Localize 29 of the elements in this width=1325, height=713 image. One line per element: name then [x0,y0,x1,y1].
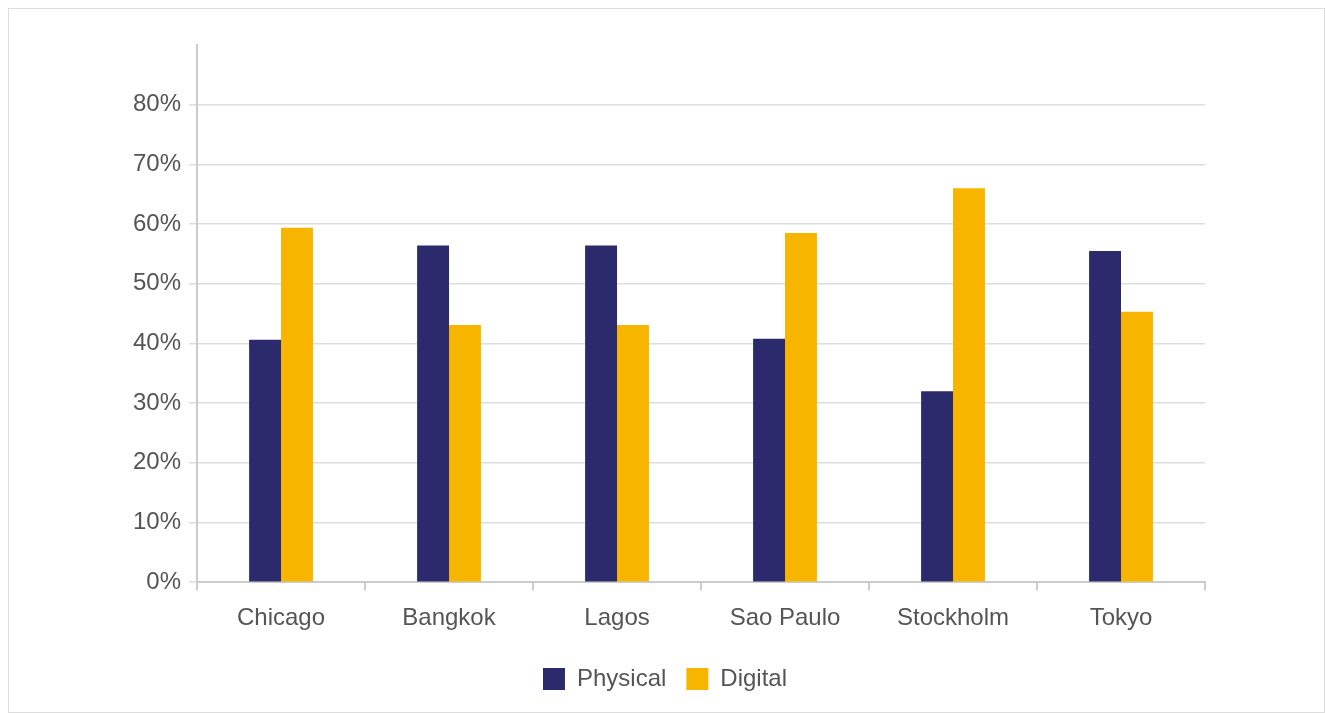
y-tick-label: 80% [132,89,182,117]
x-tick-label: Tokyo [1089,603,1153,631]
bar [785,233,817,582]
bar [617,324,649,582]
bar [1089,250,1121,582]
x-tick-label: Chicago [237,603,326,631]
y-tick-label: 0% [146,566,182,594]
x-tick-label: Sao Paulo [729,603,841,631]
bar [585,245,618,582]
y-tick-label: 10% [132,507,182,535]
x-tick-label: Bangkok [402,603,497,631]
x-tick-label: Lagos [584,603,650,631]
bar [417,245,450,582]
y-tick-label: 70% [132,149,182,176]
x-tick-label: Stockholm [896,603,1010,631]
y-tick-label: 50% [132,268,182,296]
bar [449,324,481,582]
bar [1121,311,1153,582]
legend-label: Physical [576,663,667,691]
y-tick-label: 40% [132,328,182,356]
bar [921,391,954,582]
bar [281,227,313,582]
bar [249,339,282,582]
bar [953,188,985,582]
bar [753,338,786,582]
y-tick-label: 20% [132,447,182,475]
y-tick-label: 30% [132,387,182,415]
y-tick-label: 60% [132,208,182,236]
legend-label: Digital [720,663,788,691]
